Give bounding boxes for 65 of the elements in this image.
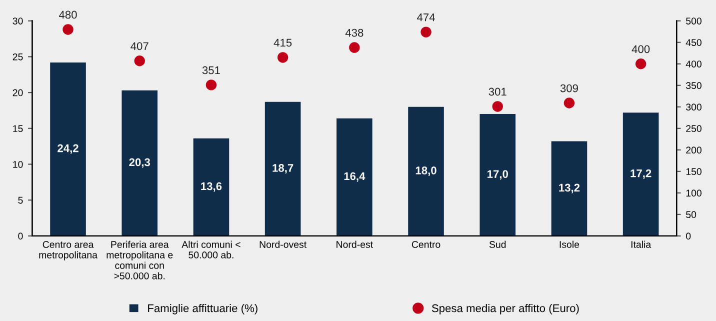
y2-tick-label: 450 xyxy=(686,39,702,46)
data-label: 18,0 xyxy=(416,166,436,176)
y-tick-label: 5 xyxy=(18,196,23,204)
point xyxy=(277,52,288,63)
legend-label: Famiglie affittuarie (%) xyxy=(148,304,258,314)
y2-tick-label: 150 xyxy=(686,168,702,176)
y-tick-label: 20 xyxy=(12,89,23,96)
y2-tick-label: 400 xyxy=(686,60,702,68)
x-tick-label: Italia xyxy=(631,240,652,248)
data-label: 474 xyxy=(417,13,435,22)
x-tick-label: Periferia area metropolitana e comuni con >50.000 ab. xyxy=(106,240,173,280)
data-label: 351 xyxy=(202,66,220,74)
data-label: 20,3 xyxy=(129,158,150,168)
data-label: 17,2 xyxy=(630,169,652,179)
data-label: 400 xyxy=(632,45,650,54)
bar xyxy=(622,112,659,236)
data-label: 13,2 xyxy=(559,184,580,194)
point xyxy=(564,98,575,108)
y-tick-label: 25 xyxy=(12,53,23,60)
y2-tick-label: 500 xyxy=(686,18,702,24)
y-tick-label: 15 xyxy=(13,125,23,132)
data-label: 309 xyxy=(560,84,578,92)
x-tick-label: Nord-ovest xyxy=(260,240,307,248)
data-label: 17,0 xyxy=(488,170,508,180)
bar xyxy=(408,106,444,236)
x-tick-label: Centro xyxy=(412,241,440,248)
bar xyxy=(480,114,516,236)
data-label: 18,7 xyxy=(272,164,294,174)
x-tick-label: Isole xyxy=(560,240,580,248)
y-tick-label: 0 xyxy=(18,232,23,240)
y2-tick-label: 350 xyxy=(686,82,702,90)
point xyxy=(134,56,145,66)
data-label: 24,2 xyxy=(58,144,78,154)
y-tick-label: 30 xyxy=(12,18,23,24)
data-label: 407 xyxy=(130,42,148,50)
y2-tick-label: 200 xyxy=(686,146,702,154)
bar xyxy=(122,90,158,236)
x-tick-label: Sud xyxy=(489,240,506,248)
point xyxy=(206,80,217,90)
point xyxy=(420,26,432,38)
x-tick-label: Nord-est xyxy=(336,240,373,248)
x-tick-label: Centro area metropolitana xyxy=(39,241,98,260)
point xyxy=(62,24,74,35)
y2-tick-label: 0 xyxy=(686,232,691,240)
data-label: 415 xyxy=(274,38,292,47)
bar xyxy=(50,62,86,236)
bar xyxy=(336,118,372,236)
bar xyxy=(193,138,230,236)
y2-tick-label: 50 xyxy=(686,211,696,218)
y2-tick-label: 100 xyxy=(686,190,702,197)
data-label: 480 xyxy=(59,10,77,19)
bar xyxy=(551,141,588,236)
data-label: 301 xyxy=(488,88,506,96)
data-label: 16,4 xyxy=(344,172,366,182)
legend-label: Spesa media per affitto (Euro) xyxy=(432,304,579,314)
y-tick-label: 10 xyxy=(13,160,23,168)
y2-tick-label: 250 xyxy=(686,125,702,132)
y2-tick-label: 300 xyxy=(686,104,702,111)
point xyxy=(349,42,360,53)
point xyxy=(635,58,646,70)
data-label: 438 xyxy=(345,28,364,37)
bar xyxy=(264,102,301,236)
x-tick-label: Altri comuni < 50.000 ab. xyxy=(182,240,240,258)
data-label: 13,6 xyxy=(201,182,222,192)
point xyxy=(492,101,503,112)
